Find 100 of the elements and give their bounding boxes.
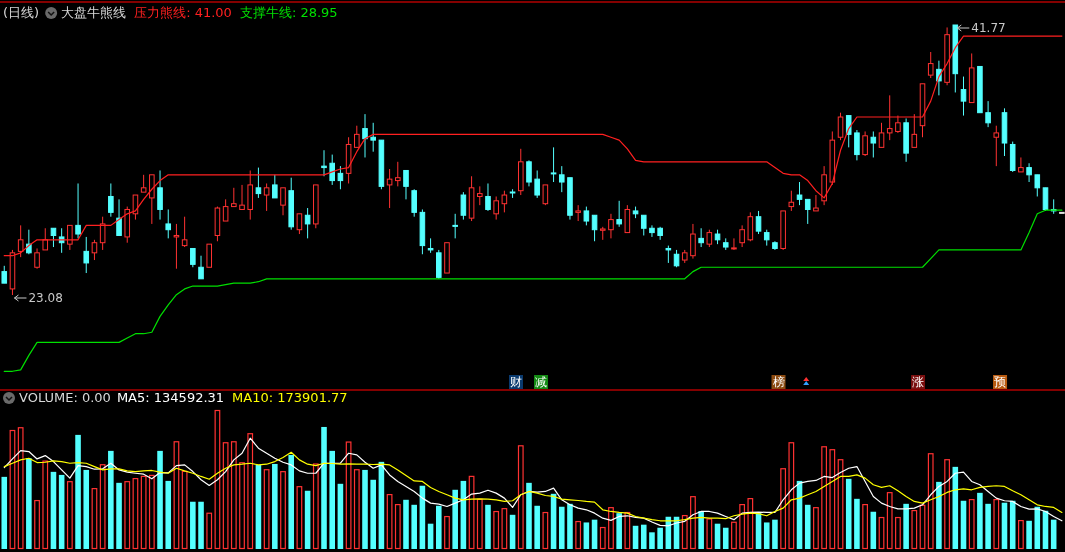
candlestick bbox=[796, 181, 803, 206]
bar bbox=[886, 492, 893, 550]
bar bbox=[148, 474, 155, 550]
bar bbox=[706, 518, 713, 550]
bar bbox=[616, 513, 622, 549]
candlestick bbox=[558, 165, 565, 193]
candlestick bbox=[75, 182, 81, 239]
bar bbox=[181, 470, 188, 550]
candlestick bbox=[263, 182, 270, 212]
candlestick bbox=[67, 224, 73, 251]
bar bbox=[763, 522, 770, 549]
candlestick bbox=[1026, 162, 1032, 183]
bar bbox=[681, 514, 688, 550]
bar bbox=[862, 504, 869, 550]
bar bbox=[780, 468, 787, 550]
candlestick bbox=[91, 239, 98, 261]
annotation: 23.08 bbox=[28, 290, 63, 305]
bar bbox=[944, 459, 950, 550]
candlestick bbox=[165, 208, 172, 239]
bar bbox=[321, 426, 327, 549]
bar bbox=[312, 463, 319, 550]
candlestick bbox=[116, 198, 122, 236]
candlestick bbox=[739, 224, 745, 248]
bar bbox=[353, 469, 360, 550]
candlestick bbox=[993, 125, 1000, 167]
bar bbox=[1, 476, 8, 549]
text: 支撑牛线: 28.95 bbox=[239, 4, 338, 20]
bar bbox=[452, 489, 458, 549]
candlestick bbox=[42, 227, 49, 251]
bar bbox=[821, 446, 828, 550]
bar bbox=[722, 527, 729, 549]
candlestick bbox=[837, 112, 844, 141]
bar bbox=[329, 450, 335, 549]
bar bbox=[476, 498, 483, 550]
bar bbox=[42, 460, 49, 550]
bar bbox=[362, 469, 368, 549]
candlestick bbox=[501, 190, 508, 213]
bar bbox=[288, 454, 294, 549]
candlestick bbox=[985, 100, 991, 128]
candlestick bbox=[862, 130, 868, 157]
candlestick bbox=[1034, 174, 1041, 197]
bar bbox=[854, 498, 860, 549]
candlestick bbox=[362, 113, 368, 158]
annotation: 41.77 bbox=[971, 20, 1006, 35]
bar bbox=[247, 433, 254, 550]
candlestick bbox=[460, 191, 467, 221]
bar bbox=[804, 504, 811, 549]
chart-title: VOLUME: 0.00 bbox=[19, 389, 111, 405]
candlestick bbox=[206, 243, 213, 268]
candlestick bbox=[354, 125, 360, 148]
candlestick bbox=[886, 94, 893, 141]
bar bbox=[558, 506, 565, 549]
candlestick bbox=[583, 206, 590, 226]
candlestick bbox=[296, 213, 303, 235]
candlestick bbox=[386, 168, 393, 209]
bar bbox=[75, 434, 81, 549]
text: 减 bbox=[535, 375, 548, 389]
candlestick bbox=[485, 182, 491, 212]
candlestick bbox=[690, 223, 696, 260]
bar bbox=[698, 511, 704, 549]
candlestick bbox=[550, 146, 557, 183]
candlestick bbox=[58, 227, 65, 254]
text: 财 bbox=[509, 375, 522, 389]
candlestick bbox=[731, 237, 737, 251]
candlestick bbox=[960, 76, 967, 117]
candlestick bbox=[591, 214, 598, 242]
candlestick bbox=[927, 51, 934, 79]
candlestick bbox=[304, 207, 311, 239]
bar bbox=[534, 505, 540, 549]
bar bbox=[829, 449, 836, 550]
candlestick bbox=[616, 200, 622, 228]
candlestick bbox=[526, 159, 532, 187]
bar bbox=[640, 524, 647, 549]
bar bbox=[99, 464, 106, 550]
bar bbox=[214, 409, 221, 550]
candlestick bbox=[878, 122, 885, 148]
candlestick bbox=[788, 190, 795, 212]
bar bbox=[83, 469, 90, 549]
bar bbox=[345, 441, 352, 550]
candlestick bbox=[608, 213, 614, 239]
candlestick bbox=[83, 236, 90, 274]
candlestick bbox=[845, 115, 852, 148]
bar bbox=[411, 504, 417, 549]
candlestick bbox=[173, 223, 180, 270]
bar bbox=[739, 504, 746, 550]
candlestick bbox=[854, 129, 860, 161]
text: 预 bbox=[994, 375, 1007, 389]
candlestick bbox=[239, 184, 245, 210]
candlestick bbox=[231, 187, 237, 208]
bar bbox=[190, 501, 196, 549]
candlestick bbox=[911, 113, 918, 148]
candlestick bbox=[149, 174, 155, 225]
bar bbox=[993, 499, 1000, 550]
chart-subtitle: 大盘牛熊线 bbox=[61, 4, 127, 20]
bar bbox=[468, 475, 475, 550]
candlestick bbox=[255, 167, 262, 199]
candlestick bbox=[534, 169, 540, 199]
bar bbox=[206, 512, 213, 550]
bar bbox=[108, 450, 114, 549]
candlestick bbox=[280, 187, 286, 216]
